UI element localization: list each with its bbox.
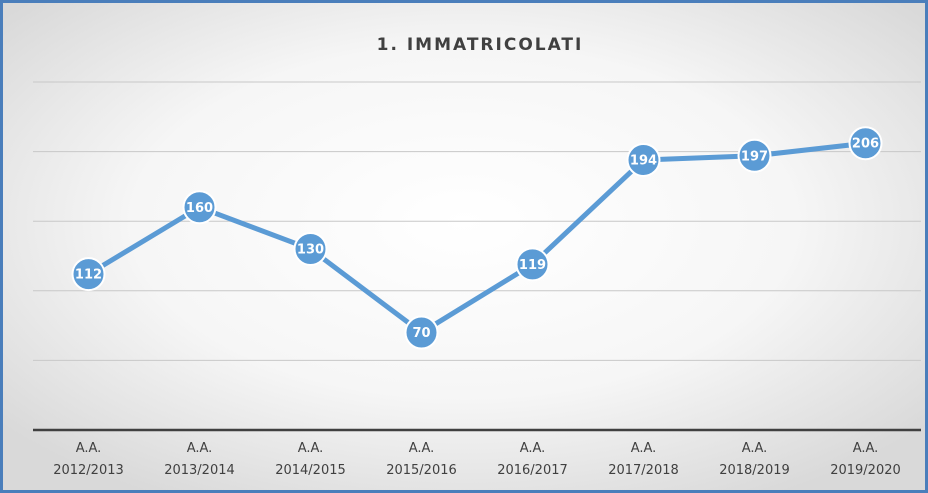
x-tick-label: A.A. 2018/2019 [719,441,790,478]
x-tick-label: A.A. 2013/2014 [164,441,235,478]
x-tick-label: A.A. 2016/2017 [497,441,568,478]
x-tick-label: A.A. 2012/2013 [53,441,124,478]
data-label: 130 [297,243,324,258]
line [87,140,866,336]
data-label: 197 [741,149,768,164]
marker [515,247,550,282]
x-tick-label: A.A. 2017/2018 [608,441,679,478]
marker [71,257,106,292]
data-label: 119 [519,258,546,273]
chart-title: 1. IMMATRICOLATI [377,35,584,55]
data-label: 112 [75,268,102,283]
data-label: 160 [186,201,213,216]
marker [626,142,661,177]
data-label: 194 [630,153,657,168]
marker [848,126,883,161]
x-tick-label: A.A. 2019/2020 [830,441,901,478]
x-tick-label: A.A. 2015/2016 [386,441,457,478]
x-tick-label: A.A. 2014/2015 [275,441,346,478]
marker [737,138,772,173]
data-label: 206 [852,137,879,152]
marker [293,232,328,267]
marker [404,315,439,350]
data-label: 70 [412,326,430,341]
marker [182,190,217,225]
